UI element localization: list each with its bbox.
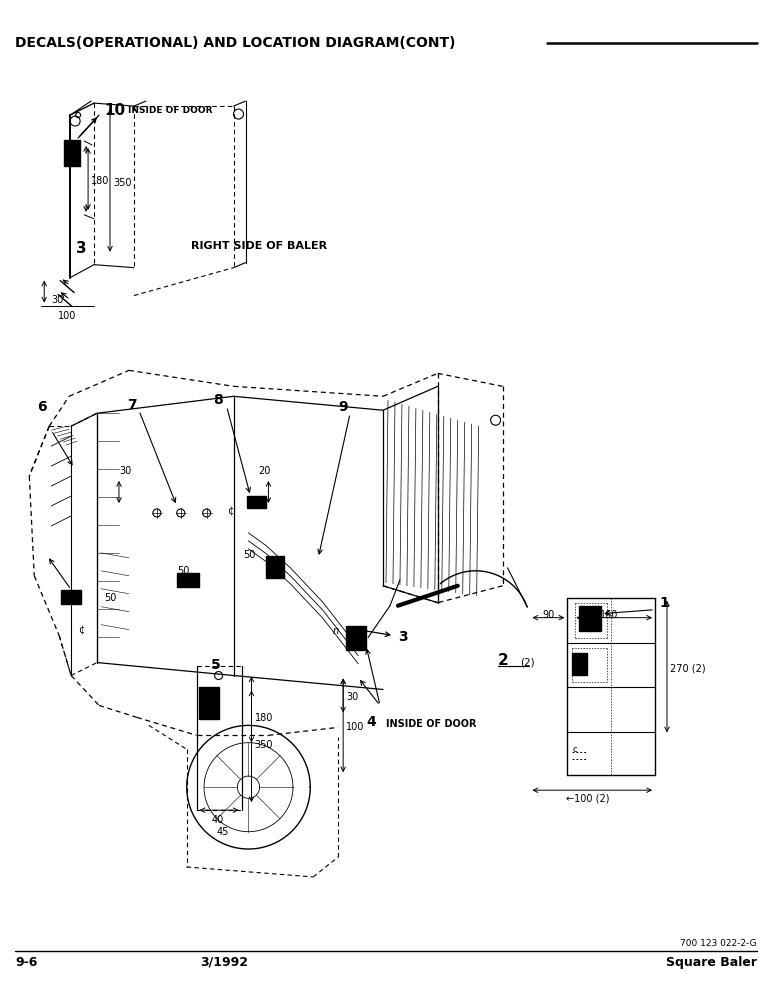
Text: 40: 40	[212, 815, 224, 825]
Text: 5: 5	[211, 658, 220, 672]
Bar	[266, 556, 284, 578]
Text: n: n	[332, 626, 338, 636]
Text: 9-6: 9-6	[15, 956, 38, 969]
Text: 180: 180	[255, 713, 273, 723]
Text: 3: 3	[398, 630, 408, 644]
Bar	[346, 626, 366, 650]
Text: 45: 45	[217, 827, 229, 837]
Text: 350: 350	[255, 740, 273, 750]
Text: 270 (2): 270 (2)	[670, 664, 706, 674]
Text: 350: 350	[113, 178, 131, 188]
Text: 700 123 022-2-G: 700 123 022-2-G	[680, 939, 757, 948]
Text: INSIDE OF DOOR: INSIDE OF DOOR	[386, 719, 476, 729]
Text: 50: 50	[104, 593, 117, 603]
Text: 3/1992: 3/1992	[201, 956, 249, 969]
Bar	[198, 687, 218, 719]
Text: 2: 2	[498, 653, 508, 668]
Text: 30: 30	[119, 466, 131, 476]
Text: 160: 160	[600, 610, 618, 620]
Text: 180: 180	[91, 176, 110, 186]
Text: 30: 30	[346, 692, 358, 702]
Text: 4: 4	[366, 715, 376, 729]
Text: 7: 7	[127, 398, 137, 412]
Text: ¢: ¢	[78, 626, 84, 636]
Text: c: c	[572, 745, 577, 754]
Text: (2): (2)	[520, 658, 535, 668]
Text: 50: 50	[177, 566, 189, 576]
Text: 9: 9	[338, 400, 348, 414]
Text: 6: 6	[37, 400, 47, 414]
Bar	[61, 590, 81, 604]
Text: Square Baler: Square Baler	[665, 956, 757, 969]
Text: 100: 100	[58, 311, 76, 321]
Text: 50: 50	[243, 550, 256, 560]
Bar	[579, 606, 601, 631]
Text: INSIDE OF DOOR: INSIDE OF DOOR	[128, 106, 212, 115]
Bar	[177, 573, 198, 587]
Text: 100: 100	[346, 722, 364, 732]
Text: DECALS(OPERATIONAL) AND LOCATION DIAGRAM(CONT): DECALS(OPERATIONAL) AND LOCATION DIAGRAM…	[15, 36, 455, 50]
Text: 10: 10	[104, 103, 125, 118]
Text: 1: 1	[659, 596, 669, 610]
Text: 8: 8	[214, 393, 223, 407]
Bar	[246, 496, 266, 508]
Text: ¢: ¢	[228, 506, 234, 516]
Text: RIGHT SIDE OF BALER: RIGHT SIDE OF BALER	[191, 241, 327, 251]
Text: 30: 30	[51, 295, 63, 305]
Bar	[64, 140, 80, 166]
Text: 90: 90	[543, 610, 555, 620]
Text: 3: 3	[76, 241, 86, 256]
Text: 20: 20	[259, 466, 271, 476]
Text: ←100 (2): ←100 (2)	[566, 793, 609, 803]
Bar	[572, 653, 587, 675]
